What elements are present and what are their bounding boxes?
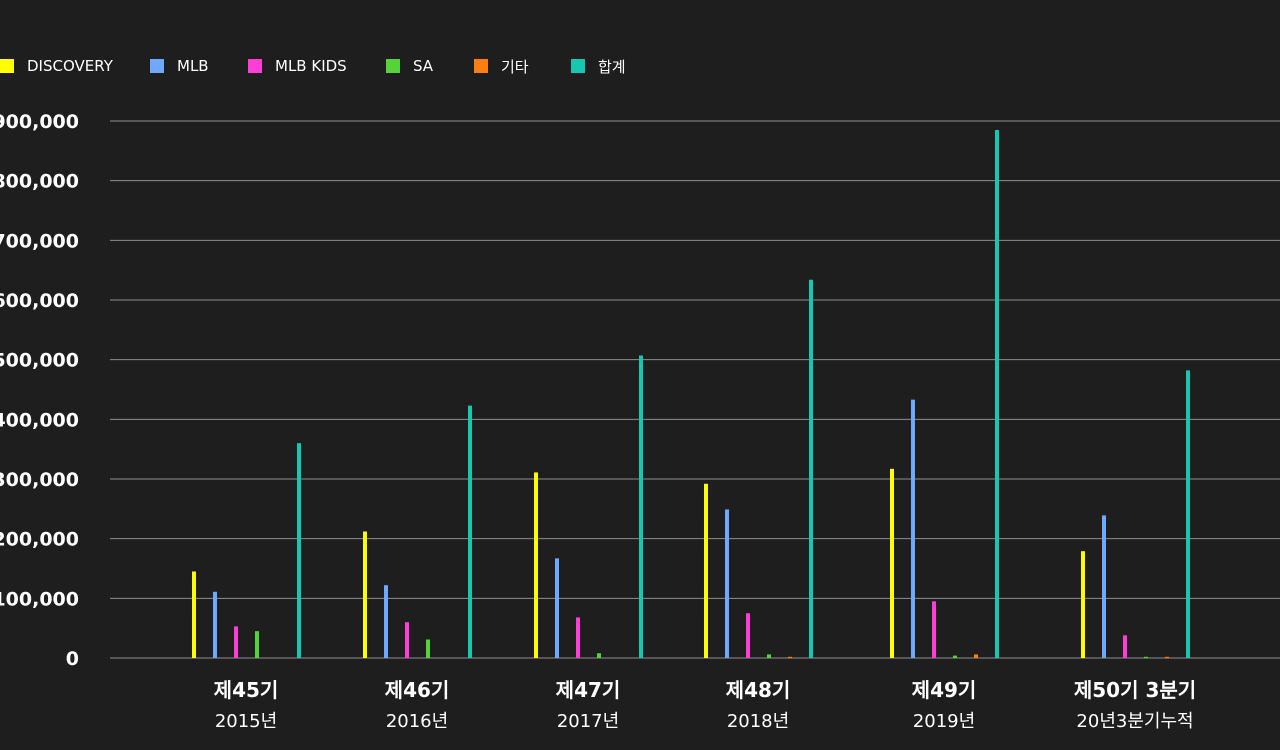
bar-5-6[interactable] (1165, 656, 1169, 659)
y-tick-label: 700,000 (0, 230, 79, 252)
legend-item-6[interactable]: 합계 (571, 52, 626, 80)
bar-2-1[interactable] (213, 591, 217, 658)
bar-4-6[interactable] (1144, 656, 1148, 659)
bar-3-4[interactable] (746, 613, 750, 658)
bar-4-2[interactable] (426, 639, 430, 658)
bar-5-5[interactable] (974, 654, 978, 658)
bar-4-1[interactable] (255, 631, 259, 658)
bar-6-3[interactable] (639, 355, 643, 658)
x-category-sublabel: 2017년 (557, 711, 619, 732)
legend-swatch (571, 59, 585, 73)
bar-2-5[interactable] (911, 399, 915, 658)
bar-2-6[interactable] (1102, 515, 1106, 658)
y-tick-label: 0 (66, 648, 79, 670)
legend-item-4[interactable]: SA (386, 52, 433, 80)
x-category-label: 제46기 (385, 678, 450, 702)
bar-6-5[interactable] (995, 129, 999, 658)
bar-3-5[interactable] (932, 601, 936, 658)
legend-label: DISCOVERY (27, 57, 113, 75)
y-tick-label: 900,000 (0, 111, 79, 133)
bar-1-5[interactable] (890, 468, 894, 658)
x-category-sublabel: 2015년 (215, 711, 277, 732)
bar-1-2[interactable] (363, 531, 367, 658)
x-category-label: 제50기 3분기 (1074, 678, 1196, 702)
bar-1-1[interactable] (192, 571, 196, 658)
legend-swatch (0, 59, 14, 73)
bar-3-6[interactable] (1123, 635, 1127, 658)
legend-item-2[interactable]: MLB (150, 52, 209, 80)
bar-2-2[interactable] (384, 585, 388, 658)
legend-swatch (474, 59, 488, 73)
y-tick-label: 500,000 (0, 350, 79, 372)
legend-label: MLB KIDS (275, 57, 347, 75)
bar-6-4[interactable] (809, 279, 813, 658)
x-category-sublabel: 2016년 (386, 711, 448, 732)
bar-6-6[interactable] (1186, 370, 1190, 658)
bar-6-2[interactable] (468, 405, 472, 658)
bar-5-4[interactable] (788, 656, 792, 659)
legend-item-5[interactable]: 기타 (474, 52, 529, 80)
x-category-sublabel: 2019년 (913, 711, 975, 732)
bar-1-6[interactable] (1081, 551, 1085, 658)
legend-item-3[interactable]: MLB KIDS (248, 52, 347, 80)
legend-swatch (248, 59, 262, 73)
bar-4-4[interactable] (767, 654, 771, 658)
y-tick-label: 300,000 (0, 469, 79, 491)
x-category-label: 제45기 (214, 678, 279, 702)
legend-label: SA (413, 57, 434, 75)
legend-label: MLB (177, 57, 209, 75)
legend-swatch (150, 59, 164, 73)
x-category-sublabel: 2018년 (727, 711, 789, 732)
bar-3-3[interactable] (576, 617, 580, 658)
bar-6-1[interactable] (297, 443, 301, 658)
y-tick-label: 100,000 (0, 588, 79, 610)
bar-1-4[interactable] (704, 483, 708, 658)
bar-4-5[interactable] (953, 655, 957, 658)
bar-3-1[interactable] (234, 626, 238, 658)
bar-1-3[interactable] (534, 472, 538, 658)
y-tick-label: 400,000 (0, 409, 79, 431)
y-tick-label: 200,000 (0, 529, 79, 551)
x-category-sublabel: 20년3분기누적 (1076, 711, 1193, 732)
legend-label: 기타 (501, 57, 529, 76)
bar-2-4[interactable] (725, 509, 729, 658)
x-category-label: 제47기 (556, 678, 621, 702)
bar-2-3[interactable] (555, 558, 559, 658)
bar-4-3[interactable] (597, 653, 601, 658)
x-category-label: 제48기 (726, 678, 791, 702)
y-tick-label: 600,000 (0, 290, 79, 312)
legend-label: 합계 (598, 57, 626, 76)
bar-3-2[interactable] (405, 622, 409, 658)
legend-item-1[interactable]: DISCOVERY (0, 52, 113, 80)
legend-swatch (386, 59, 400, 73)
y-tick-label: 800,000 (0, 171, 79, 193)
x-category-label: 제49기 (912, 678, 977, 702)
